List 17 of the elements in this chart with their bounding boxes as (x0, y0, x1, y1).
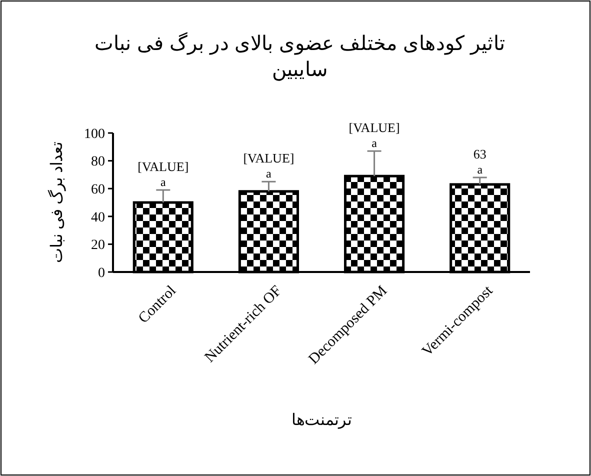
data-label: [VALUE] (138, 158, 189, 174)
y-axis-title: تعداد برگ فی نبات (47, 142, 66, 264)
y-tick-label: 20 (91, 238, 105, 254)
data-label: 63 (473, 146, 486, 162)
y-tick-label: 60 (91, 182, 105, 198)
annotation: a (266, 166, 272, 181)
y-tick-label: 0 (98, 266, 105, 281)
annotation: a (160, 174, 166, 189)
data-label: [VALUE] (348, 120, 400, 136)
data-label: [VALUE] (243, 150, 294, 166)
annotation: a (477, 162, 484, 176)
chart-title: تاثیر کودهای مختلف عضوی بالای در برگ فی نبات سایبین (94, 32, 506, 81)
x-axis-title: ترتمنت‌ها (292, 412, 352, 429)
y-tick-label: 100 (84, 126, 105, 142)
y-tick-label: 40 (91, 210, 105, 226)
annotation: a (372, 136, 378, 150)
y-tick-label: 80 (91, 154, 105, 170)
